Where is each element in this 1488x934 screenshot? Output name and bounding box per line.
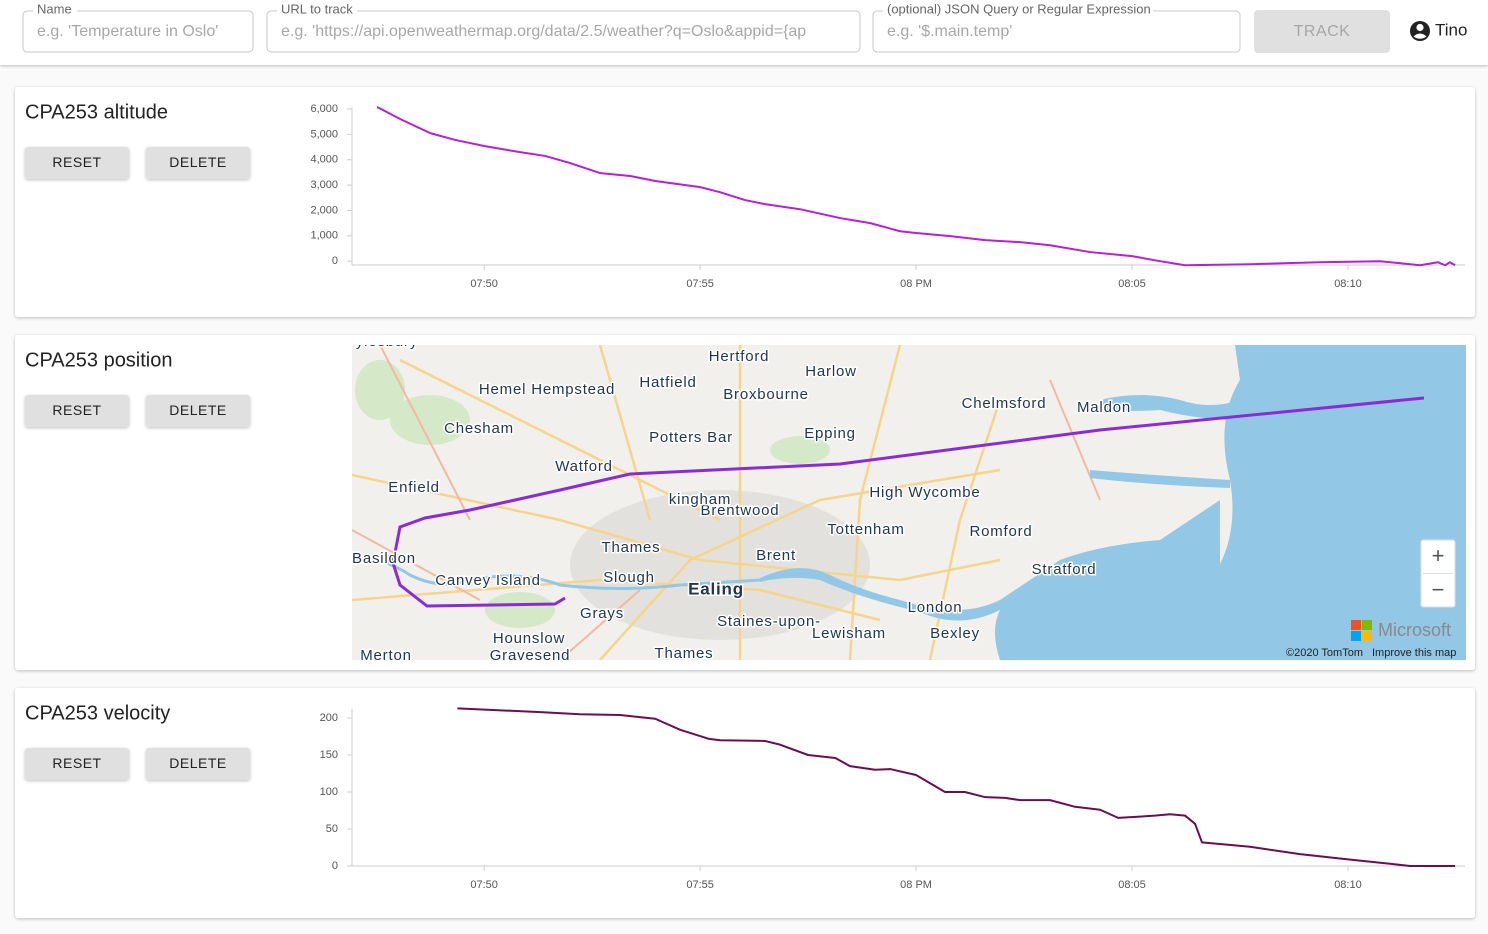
card: [15, 688, 1475, 918]
y-tick-label: 4,000: [310, 154, 338, 166]
reset-button-label: RESET: [52, 402, 101, 418]
input-placeholder: e.g. 'https://api.openweathermap.org/dat…: [281, 23, 806, 40]
map-place-label: Canvey Island: [435, 572, 540, 589]
reset-button-label: RESET: [52, 154, 101, 170]
map-place-label: Hounslow: [493, 630, 565, 647]
map-place-label: ylesbury: [356, 333, 418, 350]
y-tick-label: 0: [332, 860, 338, 872]
user-icon[interactable]: [1410, 21, 1430, 41]
delete-button-label: DELETE: [169, 154, 226, 170]
microsoft-logo: [1351, 620, 1372, 641]
map-place-label: Stratford: [1032, 561, 1097, 578]
card-title: CPA253 position: [25, 349, 173, 371]
input-placeholder: e.g. '$.main.temp': [887, 23, 1012, 40]
x-tick-label: 07:55: [686, 278, 714, 290]
data-line: [457, 707, 1456, 867]
map-brand: Microsoft: [1378, 620, 1451, 640]
url-input[interactable]: [266, 10, 861, 53]
map-place-label: Brentwood: [701, 502, 780, 519]
delete-button-label: DELETE: [169, 402, 226, 418]
map-place-label: Epping: [804, 425, 856, 442]
map-place-label: kingham: [669, 491, 731, 508]
map-place-label: Ealing: [688, 579, 744, 598]
input-label: URL to track: [281, 1, 353, 16]
map-place-label: Broxbourne: [723, 386, 809, 403]
map-place-label: Thames: [655, 645, 714, 662]
map-place-label: Bexley: [930, 625, 980, 642]
input-label: (optional) JSON Query or Regular Express…: [887, 1, 1151, 16]
map-place-label: High Wycombe: [869, 484, 980, 501]
y-tick-label: 2,000: [310, 204, 338, 216]
input-placeholder: e.g. 'Temperature in Oslo': [37, 23, 218, 40]
reset-button[interactable]: [25, 748, 129, 780]
map-place-label: Basildon: [352, 550, 416, 567]
map-place-label: Watford: [555, 458, 613, 475]
y-tick-label: 150: [320, 749, 338, 761]
data-line: [376, 106, 1456, 267]
track-button[interactable]: [1254, 10, 1390, 53]
map-place-label: Tottenham: [827, 521, 904, 538]
x-tick-label: 08:10: [1334, 879, 1362, 891]
map-place-label: Thames: [602, 539, 661, 556]
x-tick-label: 07:50: [470, 879, 498, 891]
map-place-label: Slough: [603, 569, 655, 586]
input-label: Name: [37, 1, 72, 16]
flight-route: [391, 396, 1425, 608]
map-place-label: Enfield: [388, 479, 439, 496]
y-tick-label: 3,000: [310, 179, 338, 191]
y-tick-label: 200: [320, 712, 338, 724]
name-input[interactable]: [22, 10, 254, 53]
map-place-label: Romford: [969, 523, 1032, 540]
user-name[interactable]: Tino: [1435, 20, 1467, 39]
map-place-label: Harlow: [805, 363, 856, 380]
map-place-label: Hertford: [709, 348, 770, 365]
delete-button[interactable]: [146, 395, 250, 427]
y-tick-label: 5,000: [310, 128, 338, 140]
card: [15, 87, 1475, 317]
y-tick-label: 0: [332, 255, 338, 267]
reset-button-label: RESET: [52, 755, 101, 771]
map-attribution: ©2020 TomTom: [1286, 647, 1363, 659]
map-place-label: Hatfield: [639, 374, 696, 391]
map-place-label: Merton: [360, 647, 412, 664]
x-tick-label: 08:10: [1334, 278, 1362, 290]
map-place-label: Hemel Hempstead: [479, 381, 615, 398]
x-tick-label: 08 PM: [900, 278, 932, 290]
zoom-in[interactable]: +: [1432, 543, 1445, 568]
x-tick-label: 08:05: [1118, 879, 1146, 891]
map-place-label: Chelmsford: [962, 395, 1047, 412]
reset-button[interactable]: [25, 147, 129, 179]
y-tick-label: 50: [326, 823, 338, 835]
zoom-out[interactable]: −: [1432, 577, 1445, 602]
x-tick-label: 08:05: [1118, 278, 1146, 290]
x-tick-label: 07:50: [470, 278, 498, 290]
delete-button-label: DELETE: [169, 755, 226, 771]
map-place-label: Maldon: [1077, 399, 1131, 416]
reset-button[interactable]: [25, 395, 129, 427]
map-place-label: Grays: [580, 605, 624, 622]
map[interactable]: ylesbury Hertford Hemel Hempstead Hatfield H…: [352, 333, 1466, 664]
card-title: CPA253 velocity: [25, 702, 170, 724]
map-place-label: London: [908, 599, 963, 616]
delete-button[interactable]: [146, 748, 250, 780]
map-place-label: Staines-upon-: [717, 613, 821, 630]
x-tick-label: 07:55: [686, 879, 714, 891]
y-tick-label: 6,000: [310, 103, 338, 115]
map-place-label: Lewisham: [812, 625, 886, 642]
y-tick-label: 100: [320, 786, 338, 798]
map-place-label: Chesham: [444, 420, 514, 437]
x-tick-label: 08 PM: [900, 879, 932, 891]
y-tick-label: 1,000: [310, 230, 338, 242]
track-button-label: TRACK: [1294, 23, 1351, 40]
improve-map-link[interactable]: Improve this map: [1372, 647, 1456, 659]
map-place-label: Brent: [756, 547, 796, 564]
map-place-label: Potters Bar: [649, 429, 733, 446]
map-place-label: Gravesend: [490, 647, 571, 664]
card-title: CPA253 altitude: [25, 101, 168, 123]
delete-button[interactable]: [146, 147, 250, 179]
